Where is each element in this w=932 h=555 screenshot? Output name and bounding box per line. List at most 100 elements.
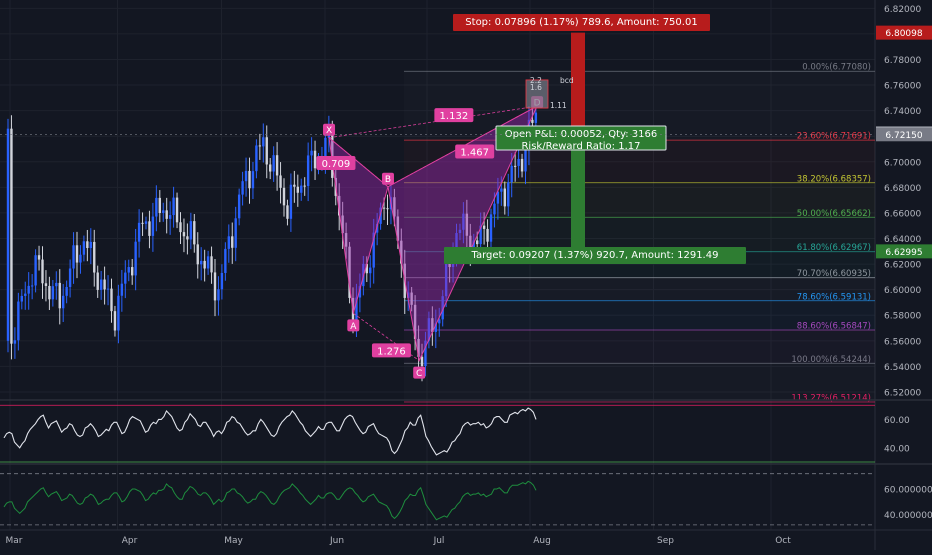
pattern-point-label: C xyxy=(416,369,422,379)
candle-body xyxy=(486,228,489,242)
rsi-y-tick-label: 60.00 xyxy=(884,416,910,426)
x-tick-label: Oct xyxy=(775,536,791,546)
fib-level-label: 23.60%(6.71691) xyxy=(797,132,871,142)
candle-body xyxy=(531,119,534,123)
projection-label: 1.11 xyxy=(550,101,567,110)
pattern-ratio-line xyxy=(328,105,538,139)
candle-body xyxy=(99,279,103,290)
candle-body xyxy=(393,197,396,217)
candle-body xyxy=(507,182,510,207)
fib-level-label: 0.00%(6.77080) xyxy=(802,63,871,73)
target-label-box xyxy=(444,247,746,264)
candle-body xyxy=(375,223,379,233)
y-tick-label: 6.82000 xyxy=(884,5,921,15)
indicator-y-tick-label: 40.000000 xyxy=(884,511,932,521)
stop-label-text: Stop: 0.07896 (1.17%) 789.6, Amount: 750… xyxy=(465,17,697,28)
pattern-ratio-line xyxy=(328,137,389,188)
candle-body xyxy=(386,208,389,210)
candle-body xyxy=(68,268,72,287)
candle-body xyxy=(348,246,351,298)
candle-body xyxy=(424,340,427,366)
candle-body xyxy=(51,286,55,300)
pattern-ratio-badge xyxy=(316,156,356,171)
y-tick-label: 6.68000 xyxy=(884,184,921,194)
fib-level-label: 100.00%(6.54244) xyxy=(791,355,871,365)
price-badge xyxy=(876,244,932,259)
candle-body xyxy=(162,210,165,213)
candle-body xyxy=(503,188,506,207)
indicator-line xyxy=(3,480,537,521)
pattern-ratio-line xyxy=(387,105,538,188)
candle-body xyxy=(434,323,437,332)
candle-body xyxy=(34,255,37,286)
candle-body xyxy=(206,256,210,269)
candle-body xyxy=(79,254,82,263)
candle-body xyxy=(182,232,186,237)
candle-body xyxy=(355,297,358,322)
candle-body xyxy=(313,150,317,169)
pattern-ratio-badge xyxy=(455,144,495,159)
x-tick-label: Aug xyxy=(533,536,551,546)
candle-body xyxy=(131,267,134,276)
candle-body xyxy=(469,235,472,253)
candle-body xyxy=(379,207,382,224)
price-badge-label: 6.80098 xyxy=(885,29,922,39)
candle-body xyxy=(400,240,403,264)
candle-body xyxy=(96,272,99,290)
fib-zone xyxy=(404,363,875,402)
y-tick-label: 6.54000 xyxy=(884,363,921,373)
price-badge xyxy=(876,25,932,40)
candle-body xyxy=(489,214,493,242)
candle-body xyxy=(134,241,137,276)
y-tick-label: 6.60000 xyxy=(884,286,921,296)
candle-body xyxy=(410,292,413,305)
fib-level-label: 38.20%(6.68357) xyxy=(797,174,871,184)
candle-body xyxy=(282,187,286,206)
candle-body xyxy=(55,282,58,287)
candle-body xyxy=(155,197,158,217)
fib-zone xyxy=(404,301,875,330)
candle-body xyxy=(141,222,144,224)
x-tick-label: Mar xyxy=(6,536,23,546)
y-tick-label: 6.64000 xyxy=(884,235,921,245)
pattern-triangle-xab xyxy=(328,136,389,314)
candle-body xyxy=(306,155,310,187)
candle-body xyxy=(382,207,386,209)
fib-level-label: 70.70%(6.60935) xyxy=(797,269,871,279)
candle-body xyxy=(338,195,341,216)
pattern-ratio-badge xyxy=(434,108,474,123)
candle-body xyxy=(269,164,272,172)
pattern-point-marker xyxy=(413,366,426,379)
candle-body xyxy=(524,149,527,172)
candle-body xyxy=(137,222,141,242)
candle-body xyxy=(396,216,400,241)
candle-body xyxy=(24,293,27,296)
candle-body xyxy=(234,218,237,248)
candle-body xyxy=(444,260,448,297)
candle-body xyxy=(203,260,206,269)
candle-body xyxy=(144,221,148,224)
pattern-point-label: B xyxy=(385,175,391,185)
candle-body xyxy=(93,241,96,273)
candle-body xyxy=(151,216,155,236)
pattern-ratio-badge xyxy=(371,343,411,358)
y-tick-label: 6.58000 xyxy=(884,312,921,322)
pnl-label-box xyxy=(495,125,667,151)
candle-body xyxy=(300,185,303,193)
candle-body xyxy=(110,288,113,312)
candle-body xyxy=(265,137,268,165)
candle-body xyxy=(520,158,524,172)
candle-body xyxy=(407,292,410,298)
candle-body xyxy=(462,213,465,230)
fib-level-label: 88.60%(6.56847) xyxy=(797,321,871,331)
candle-body xyxy=(172,197,175,216)
candle-body xyxy=(72,245,75,269)
candle-body xyxy=(493,203,496,215)
candle-body xyxy=(44,283,48,286)
candle-body xyxy=(227,236,230,249)
y-tick-label: 6.76000 xyxy=(884,82,921,92)
candle-body xyxy=(365,263,368,274)
candle-body xyxy=(331,128,334,178)
candle-body xyxy=(186,236,189,240)
